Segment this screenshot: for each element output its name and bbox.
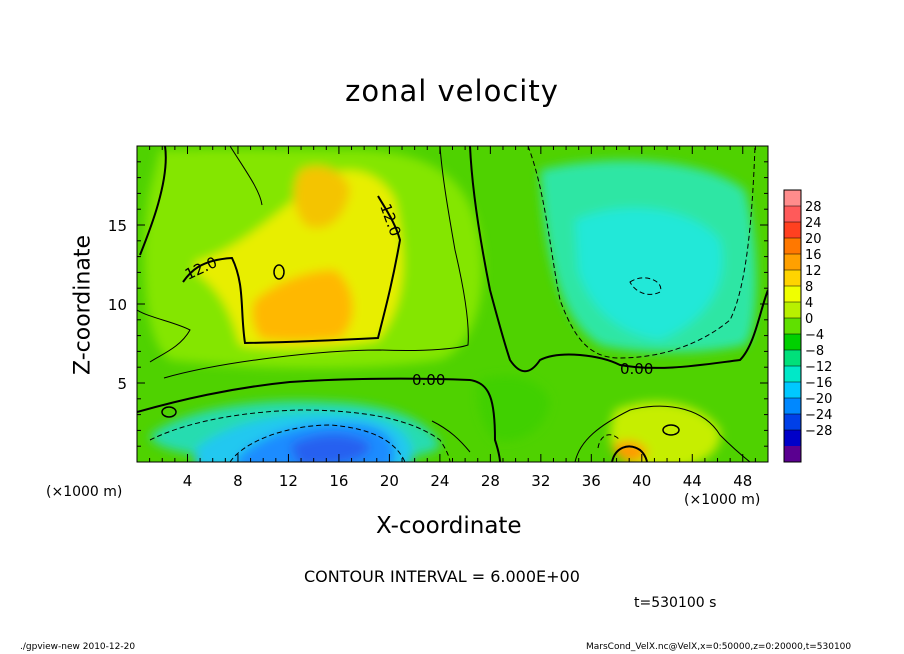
colorbar-tick-label: −12 xyxy=(805,360,832,375)
colorbar-tick-label: −28 xyxy=(805,424,832,439)
contour-label: 0.00 xyxy=(620,360,653,378)
colorbar-swatch xyxy=(784,238,801,255)
colorbar-tick-label: −16 xyxy=(805,376,832,391)
colorbar-tick-label: 20 xyxy=(805,232,822,247)
x-unit-label-left: (×1000 m) xyxy=(46,484,123,500)
x-tick-label: 44 xyxy=(683,472,702,490)
colorbar-swatch xyxy=(784,446,801,463)
footer-right: MarsCond_VelX.nc@VelX,x=0:50000,z=0:2000… xyxy=(586,642,852,652)
x-tick-label: 4 xyxy=(183,472,193,490)
time-label: t=530100 s xyxy=(634,595,717,611)
colorbar-tick-label: 8 xyxy=(805,280,813,295)
x-tick-label: 32 xyxy=(531,472,550,490)
colorbar-swatch xyxy=(784,414,801,431)
colorbar-tick-label: 4 xyxy=(805,296,813,311)
colorbar-swatch xyxy=(784,302,801,319)
colorbar-tick-label: 16 xyxy=(805,248,822,263)
colorbar-swatch xyxy=(784,222,801,239)
colorbar-tick-label: −20 xyxy=(805,392,832,407)
colorbar-swatch xyxy=(784,254,801,271)
x-tick-label: 20 xyxy=(380,472,399,490)
colorbar-swatch xyxy=(784,286,801,303)
x-tick-label: 12 xyxy=(279,472,298,490)
colorbar-tick-label: −4 xyxy=(805,328,824,343)
colorbar-tick-label: −8 xyxy=(805,344,824,359)
colorbar-swatch xyxy=(784,318,801,335)
colorbar-swatch xyxy=(784,350,801,367)
y-tick-label: 15 xyxy=(108,217,127,235)
colorbar-tick-label: 0 xyxy=(805,312,813,327)
contour-interval-annotation: CONTOUR INTERVAL = 6.000E+00 xyxy=(304,567,580,586)
colorbar-swatch xyxy=(784,430,801,447)
x-axis: 4 8 12 16 20 24 28 32 36 40 44 48 xyxy=(149,146,756,490)
x-tick-label: 40 xyxy=(632,472,651,490)
chart-title: zonal velocity xyxy=(345,74,559,108)
colorbar-swatch xyxy=(784,334,801,351)
footer-left: ./gpview-new 2010-12-20 xyxy=(20,642,136,652)
x-tick-label: 16 xyxy=(329,472,348,490)
colorbar-swatch xyxy=(784,206,801,223)
x-axis-label: X-coordinate xyxy=(376,513,522,539)
colorbar-swatch xyxy=(784,398,801,415)
contour-label: 0.00 xyxy=(412,371,445,389)
colorbar-tick-label: −24 xyxy=(805,408,832,423)
velocity-field xyxy=(137,146,768,462)
x-tick-label: 48 xyxy=(733,472,752,490)
y-axis-label: Z-coordinate xyxy=(70,235,96,375)
colorbar-swatch xyxy=(784,382,801,399)
x-tick-label: 8 xyxy=(233,472,243,490)
y-tick-label: 5 xyxy=(117,375,127,393)
x-unit-label-right: (×1000 m) xyxy=(684,492,761,508)
colorbar-tick-label: 24 xyxy=(805,216,822,231)
x-tick-label: 24 xyxy=(430,472,449,490)
colorbar-swatch xyxy=(784,366,801,383)
colorbar-tick-label: 28 xyxy=(805,200,822,215)
colorbar-tick-label: 12 xyxy=(805,264,822,279)
colorbar-frame xyxy=(783,189,802,463)
x-tick-label: 36 xyxy=(582,472,601,490)
y-axis: 5 10 15 xyxy=(108,161,768,447)
colorbar-swatch xyxy=(784,270,801,287)
y-tick-label: 10 xyxy=(108,296,127,314)
x-tick-label: 28 xyxy=(481,472,500,490)
colorbar-swatch xyxy=(784,190,801,207)
